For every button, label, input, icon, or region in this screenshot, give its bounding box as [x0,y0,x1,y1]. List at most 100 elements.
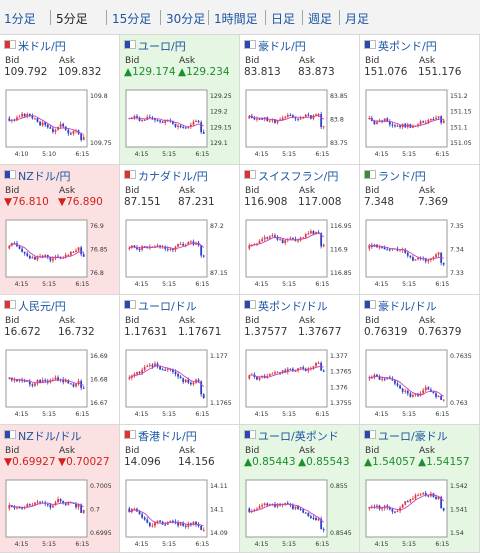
pair-title[interactable]: ランド/円 [364,168,426,184]
tab-7[interactable]: 月足 [345,12,370,26]
tab-4[interactable]: 1時間足 [214,12,258,26]
mini-candlestick-chart[interactable]: 0.7635 0.763 4:15 5:15 6:15 [364,345,473,422]
mini-candlestick-chart[interactable]: 0.7005 0.7 0.6995 4:15 5:15 6:15 [4,475,113,552]
candle-body [18,246,21,249]
pair-card[interactable]: ランド/円 Bid Ask 7.348 7.369 7.35 7.34 7.33 4:15 5:1… [360,165,480,295]
pair-name[interactable]: ランド/円 [378,170,426,183]
pair-card[interactable]: 米ドル/円 Bid Ask 109.792 109.832 109.8 109.75 4:10… [0,35,120,165]
mini-candlestick-chart[interactable]: 7.35 7.34 7.33 4:15 5:15 6:15 [364,215,473,292]
pair-name[interactable]: ユーロ/豪ドル [378,430,448,443]
ask-value: 109.832 [58,66,102,78]
pair-name[interactable]: ユーロ/英ポンド [258,430,339,443]
mini-candlestick-chart[interactable]: 116.95 116.9 116.85 4:15 5:15 6:15 [244,215,353,292]
mini-candlestick-chart[interactable]: 1.377 1.3765 1.376 1.3755 4:15 5:15 6:15 [244,345,353,422]
mini-candlestick-chart[interactable]: 16.69 16.68 16.67 4:15 5:15 6:15 [4,345,113,422]
tab-6[interactable]: 週足 [308,12,333,26]
candle-body [166,522,169,525]
bid-label: Bid [125,446,140,456]
pair-title[interactable]: 米ドル/円 [4,38,66,54]
tab-separator [339,10,340,25]
pair-name[interactable]: ユーロ/円 [138,40,186,53]
candle-body [174,371,177,374]
candle-body [184,379,187,382]
pair-title[interactable]: NZドル/ドル [4,428,81,444]
candle-body [432,391,435,394]
candle-body [80,133,83,140]
mini-candlestick-chart[interactable]: 1.542 1.541 1.54 4:15 5:15 6:15 [364,475,473,552]
candle-body [396,125,399,127]
candle-body [383,118,386,122]
pair-card[interactable]: 英ポンド/ドル Bid Ask 1.37577 1.37677 1.377 1.3765 1.… [240,295,360,425]
pair-name[interactable]: カナダドル/円 [138,170,208,183]
pair-name[interactable]: 香港ドル/円 [138,430,197,443]
pair-name[interactable]: 英ポンド/ドル [258,300,328,313]
pair-card[interactable]: 豪ドル/円 Bid Ask 83.813 83.873 83.85 83.8 83.75 4:1… [240,35,360,165]
candle-body [284,370,287,373]
mini-candlestick-chart[interactable]: 109.8 109.75 4:10 5:10 6:15 [4,85,113,162]
pair-name[interactable]: 豪ドル/円 [258,40,306,53]
candle-body [368,377,371,379]
mini-candlestick-chart[interactable]: 1.177 1.1765 4:15 5:15 6:15 [124,345,233,422]
tab-0[interactable]: 1分足 [4,12,36,26]
pair-card[interactable]: 人民元/円 Bid Ask 16.672 16.732 16.69 16.68 16.67 4:… [0,295,120,425]
pair-title[interactable]: 人民元/円 [4,298,66,314]
pair-title[interactable]: 英ポンド/ドル [244,298,328,314]
candle-body [271,373,274,375]
pair-name[interactable]: ユーロ/ドル [138,300,197,313]
tab-1[interactable]: 5分足 [56,12,88,26]
tab-5[interactable]: 日足 [271,12,296,26]
pair-name[interactable]: スイスフラン/円 [258,170,339,183]
pair-name[interactable]: NZドル/ドル [18,430,82,443]
candle-body [28,380,31,385]
pair-card[interactable]: カナダドル/円 Bid Ask 87.151 87.231 87.2 87.15 4:15 5:… [120,165,240,295]
candle-body [399,385,401,389]
mini-candlestick-chart[interactable]: 0.855 0.8545 4:15 5:15 6:15 [244,475,353,552]
pair-card[interactable]: スイスフラン/円 Bid Ask 116.908 117.008 116.95 116.9 1… [240,165,360,295]
candle-body [315,517,317,521]
pair-name[interactable]: 豪ドル/ドル [378,300,437,313]
pair-title[interactable]: 豪ドル/円 [244,38,306,54]
pair-title[interactable]: ユーロ/豪ドル [364,428,448,444]
pair-title[interactable]: スイスフラン/円 [244,168,338,184]
tab-2[interactable]: 15分足 [112,12,152,26]
pair-card[interactable]: ユーロ/豪ドル Bid Ask ▲1.54057 ▲1.54157 1.542 1.541 1… [360,425,480,553]
candle-body [370,377,373,379]
tab-3[interactable]: 30分足 [166,12,206,26]
pair-card[interactable]: ユーロ/英ポンド Bid Ask ▲0.85443 ▲0.85543 0.855 0.854… [240,425,360,553]
pair-name[interactable]: 人民元/円 [18,300,66,313]
pair-title[interactable]: 香港ドル/円 [124,428,197,444]
pair-card[interactable]: 英ポンド/円 Bid Ask 151.076 151.176 151.2 151.15 151… [360,35,480,165]
pair-title[interactable]: ユーロ/英ポンド [244,428,339,444]
timeframe-tabs: 1分足 5分足 15分足 30分足 1時間足 日足 週足 月足 [0,0,480,35]
mini-candlestick-chart[interactable]: 151.2 151.15 151.1 151.05 4:15 5:15 6:15 [364,85,473,162]
candle-body [195,379,197,383]
candle-body [41,255,44,257]
candle-body [141,514,144,518]
pair-name[interactable]: 英ポンド/円 [378,40,437,53]
pair-title[interactable]: ユーロ/ドル [124,298,197,314]
pair-name[interactable]: 米ドル/円 [18,40,66,53]
pair-card[interactable]: 豪ドル/ドル Bid Ask 0.76319 0.76379 0.7635 0.763 4:1… [360,295,480,425]
pair-title[interactable]: NZドル/円 [4,168,70,184]
candle-body [429,119,432,121]
mini-candlestick-chart[interactable]: 87.2 87.15 4:15 5:15 6:15 [124,215,233,292]
tab-separator [160,10,161,25]
pair-title[interactable]: 英ポンド/円 [364,38,437,54]
chart-svg: 151.2 151.15 151.1 151.05 4:15 5:15 6:15 [365,89,472,158]
candle-body [34,257,36,260]
bid-label: Bid [125,56,140,66]
pair-card[interactable]: 香港ドル/円 Bid Ask 14.096 14.156 14.11 14.1 14.09 4:… [120,425,240,553]
mini-candlestick-chart[interactable]: 14.11 14.1 14.09 4:15 5:15 6:15 [124,475,233,552]
pair-title[interactable]: ユーロ/円 [124,38,186,54]
mini-candlestick-chart[interactable]: 129.25 129.2 129.15 129.1 4:15 5:15 6:15 [124,85,233,162]
candle-body [256,508,258,510]
pair-title[interactable]: カナダドル/円 [124,168,208,184]
pair-card[interactable]: NZドル/円 Bid Ask ▼76.810 ▼76.890 76.9 76.85 76.8 4… [0,165,120,295]
mini-candlestick-chart[interactable]: 83.85 83.8 83.75 4:15 5:15 6:15 [244,85,353,162]
pair-card[interactable]: ユーロ/ドル Bid Ask 1.17631 1.17671 1.177 1.1765 4:1… [120,295,240,425]
pair-name[interactable]: NZドル/円 [18,170,71,183]
pair-card[interactable]: ユーロ/円 Bid Ask ▲129.174 ▲129.234 129.25 129.2 12… [120,35,240,165]
mini-candlestick-chart[interactable]: 76.9 76.85 76.8 4:15 5:15 6:15 [4,215,113,292]
pair-card[interactable]: NZドル/ドル Bid Ask ▼0.69927 ▼0.70027 0.7005 0.7 0.… [0,425,120,553]
pair-title[interactable]: 豪ドル/ドル [364,298,437,314]
